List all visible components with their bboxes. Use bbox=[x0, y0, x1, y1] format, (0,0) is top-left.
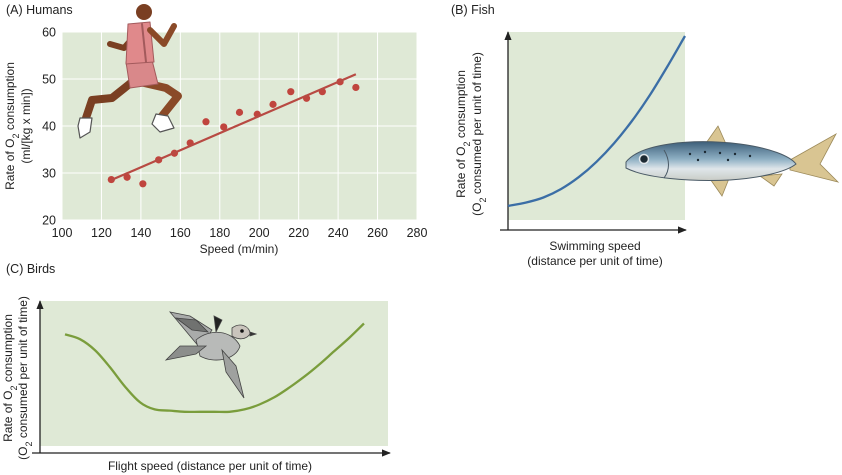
humans-data-point-11 bbox=[269, 100, 277, 108]
runner-illustration bbox=[77, 4, 182, 139]
humans-x-tick-260: 260 bbox=[367, 226, 388, 240]
fish-y-axis-label-line2: (O2 consumed per unit of time) bbox=[470, 52, 488, 216]
humans-y-tick-40: 40 bbox=[42, 120, 56, 134]
humans-data-point-7 bbox=[202, 118, 210, 126]
birds-x-axis-label: Flight speed (distance per unit of time) bbox=[108, 459, 312, 473]
birds-panel: (C) Birds Flight speed (distance per uni… bbox=[1, 262, 391, 473]
humans-y-tick-20: 20 bbox=[42, 214, 56, 228]
humans-data-point-9 bbox=[235, 108, 244, 116]
humans-y-axis-units: (ml/[kg x min]) bbox=[19, 88, 33, 163]
birds-plot-area bbox=[40, 301, 388, 446]
humans-data-point-16 bbox=[352, 83, 360, 92]
humans-x-tick-140: 140 bbox=[130, 226, 151, 240]
fish-panel: (B) Fish Swimming speed (distance per un… bbox=[451, 3, 840, 268]
humans-x-axis-label: Speed (m/min) bbox=[200, 242, 279, 256]
fish-y-axis-label-line1: Rate of O2 consumption bbox=[454, 70, 472, 198]
birds-y-axis-label-line1: Rate of O2 consumption bbox=[1, 314, 19, 442]
humans-x-tick-100: 100 bbox=[52, 226, 73, 240]
humans-x-tick-200: 200 bbox=[249, 226, 270, 240]
humans-panel-title: (A) Humans bbox=[6, 3, 73, 17]
humans-y-tick-60: 60 bbox=[42, 26, 56, 40]
humans-y-tick-50: 50 bbox=[42, 73, 56, 87]
fish-series-line bbox=[507, 35, 686, 208]
humans-fit-line bbox=[110, 73, 357, 182]
humans-x-tick-labels: 100 120 140 160 180 200 220 240 260 280 bbox=[52, 226, 428, 240]
humans-data-point-12 bbox=[287, 88, 295, 96]
fish-panel-title: (B) Fish bbox=[451, 3, 495, 17]
humans-data-point-2 bbox=[123, 173, 131, 181]
fish-x-axis-label-line1: Swimming speed bbox=[549, 239, 640, 253]
humans-y-tick-labels: 20 30 40 50 60 bbox=[42, 26, 56, 228]
birds-y-axis-label-line2: (O2 consumed per unit of time) bbox=[16, 296, 34, 460]
fish-x-axis-label-line2: (distance per unit of time) bbox=[527, 254, 662, 268]
humans-data-point-3 bbox=[139, 180, 147, 188]
humans-x-tick-180: 180 bbox=[209, 226, 230, 240]
birds-series-line bbox=[64, 322, 365, 414]
fish-plot-area bbox=[508, 32, 685, 220]
humans-y-tick-30: 30 bbox=[42, 167, 56, 181]
humans-x-tick-120: 120 bbox=[91, 226, 112, 240]
humans-data-point-8 bbox=[220, 123, 228, 131]
humans-x-tick-240: 240 bbox=[328, 226, 349, 240]
bird-illustration bbox=[164, 311, 258, 399]
fish-illustration bbox=[625, 125, 840, 197]
humans-x-tick-220: 220 bbox=[288, 226, 309, 240]
humans-x-tick-280: 280 bbox=[407, 226, 428, 240]
humans-y-axis-label: Rate of O2 consumption bbox=[3, 62, 21, 190]
humans-x-tick-160: 160 bbox=[170, 226, 191, 240]
birds-panel-title: (C) Birds bbox=[6, 262, 55, 276]
humans-data-points bbox=[107, 78, 360, 188]
humans-panel: 100 120 140 160 180 200 220 240 260 280 20 30 40 50 6… bbox=[3, 3, 427, 256]
